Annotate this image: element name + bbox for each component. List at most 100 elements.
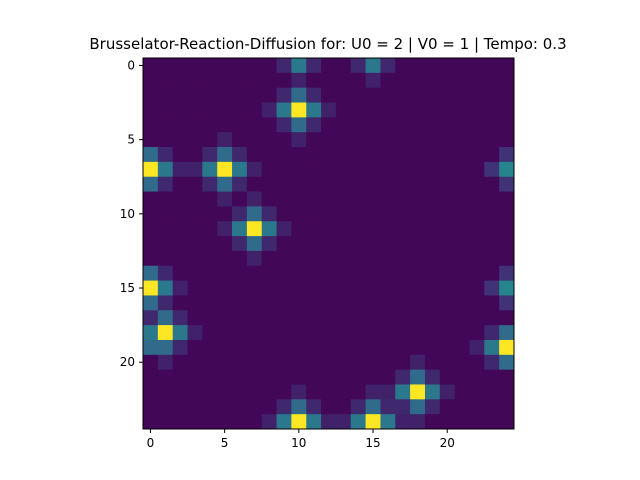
heatmap-cell bbox=[335, 236, 352, 252]
heatmap-cell bbox=[321, 369, 337, 385]
heatmap-cell bbox=[143, 325, 159, 341]
heatmap-cell bbox=[246, 354, 263, 371]
heatmap-cell bbox=[291, 161, 307, 178]
heatmap-cell bbox=[276, 72, 292, 89]
heatmap-cell bbox=[439, 58, 456, 74]
heatmap-cell bbox=[202, 206, 218, 222]
heatmap-cell bbox=[365, 369, 381, 385]
heatmap-cell bbox=[321, 399, 337, 415]
heatmap-cell bbox=[321, 384, 337, 400]
heatmap-cell bbox=[143, 384, 159, 400]
heatmap-cell bbox=[484, 132, 500, 148]
heatmap-cell bbox=[202, 369, 218, 385]
heatmap-cell bbox=[276, 339, 292, 356]
heatmap-cell bbox=[410, 280, 426, 296]
heatmap-cell bbox=[306, 58, 322, 74]
heatmap-cell bbox=[380, 310, 396, 326]
heatmap-cell bbox=[276, 236, 292, 252]
heatmap-cell bbox=[276, 132, 292, 148]
heatmap-cell bbox=[410, 132, 426, 148]
heatmap-cell bbox=[350, 265, 366, 281]
heatmap-cell bbox=[484, 117, 500, 133]
heatmap-cell bbox=[350, 354, 366, 371]
heatmap-cell bbox=[261, 325, 277, 341]
heatmap-cell bbox=[365, 280, 381, 296]
heatmap-cell bbox=[232, 354, 248, 371]
heatmap-cell bbox=[350, 191, 366, 207]
heatmap-cell bbox=[469, 369, 485, 385]
heatmap-cell bbox=[261, 176, 277, 192]
heatmap-cell bbox=[187, 191, 203, 207]
heatmap-cell bbox=[291, 369, 307, 385]
heatmap-cell bbox=[291, 295, 307, 311]
heatmap-cell bbox=[380, 191, 396, 207]
heatmap-cell bbox=[380, 280, 396, 296]
heatmap-cell bbox=[469, 72, 485, 89]
heatmap-cell bbox=[410, 58, 426, 74]
heatmap-cell bbox=[484, 280, 500, 296]
heatmap-cell bbox=[246, 132, 263, 148]
heatmap-cell bbox=[157, 176, 174, 192]
heatmap-cell bbox=[454, 236, 470, 252]
heatmap-cell bbox=[380, 399, 396, 415]
heatmap-cell bbox=[410, 176, 426, 192]
heatmap-cell bbox=[321, 117, 337, 133]
heatmap-cell bbox=[469, 310, 485, 326]
heatmap-cell bbox=[187, 236, 203, 252]
heatmap-cell bbox=[380, 206, 396, 222]
heatmap-cell bbox=[424, 310, 441, 326]
heatmap-cell bbox=[291, 117, 307, 133]
heatmap-cell bbox=[424, 191, 441, 207]
heatmap-cell bbox=[365, 414, 381, 430]
heatmap-cell bbox=[454, 384, 470, 400]
heatmap-cell bbox=[484, 191, 500, 207]
heatmap-cell bbox=[202, 117, 218, 133]
heatmap-cell bbox=[172, 206, 188, 222]
heatmap-cell bbox=[143, 354, 159, 371]
heatmap-cell bbox=[261, 221, 277, 237]
heatmap-cell bbox=[499, 206, 515, 222]
heatmap-cell bbox=[306, 191, 322, 207]
heatmap-cell bbox=[395, 102, 411, 118]
heatmap-cell bbox=[306, 206, 322, 222]
heatmap-cell bbox=[424, 117, 441, 133]
heatmap-cell bbox=[246, 58, 263, 74]
heatmap-cell bbox=[380, 176, 396, 192]
heatmap-cell bbox=[410, 147, 426, 163]
heatmap-cell bbox=[232, 236, 248, 252]
heatmap-cell bbox=[217, 58, 233, 74]
heatmap-cell bbox=[395, 339, 411, 356]
heatmap-cell bbox=[246, 414, 263, 430]
heatmap-cell bbox=[157, 399, 174, 415]
heatmap-cell bbox=[217, 221, 233, 237]
heatmap-cell bbox=[395, 161, 411, 178]
heatmap-cell bbox=[380, 147, 396, 163]
heatmap-cell bbox=[172, 191, 188, 207]
heatmap-cell bbox=[202, 161, 218, 178]
heatmap-cell bbox=[365, 221, 381, 237]
heatmap-cell bbox=[187, 206, 203, 222]
heatmap-cell bbox=[454, 191, 470, 207]
heatmap-cell bbox=[157, 221, 174, 237]
heatmap-cell bbox=[306, 102, 322, 118]
heatmap-cell bbox=[261, 310, 277, 326]
heatmap-cell bbox=[335, 414, 352, 430]
heatmap-cell bbox=[291, 325, 307, 341]
heatmap-cell bbox=[217, 236, 233, 252]
heatmap-cell bbox=[261, 265, 277, 281]
heatmap-cell bbox=[306, 399, 322, 415]
heatmap-cell bbox=[499, 325, 515, 341]
heatmap-cell bbox=[261, 250, 277, 267]
heatmap-cell bbox=[439, 414, 456, 430]
heatmap-cell bbox=[499, 147, 515, 163]
heatmap-cell bbox=[261, 399, 277, 415]
heatmap-cell bbox=[424, 339, 441, 356]
heatmap-cell bbox=[143, 206, 159, 222]
heatmap-cell bbox=[499, 161, 515, 178]
heatmap-cell bbox=[306, 250, 322, 267]
heatmap-cell bbox=[484, 310, 500, 326]
heatmap-cell bbox=[469, 161, 485, 178]
heatmap-cell bbox=[232, 206, 248, 222]
heatmap-cell bbox=[261, 354, 277, 371]
heatmap-cell bbox=[217, 384, 233, 400]
